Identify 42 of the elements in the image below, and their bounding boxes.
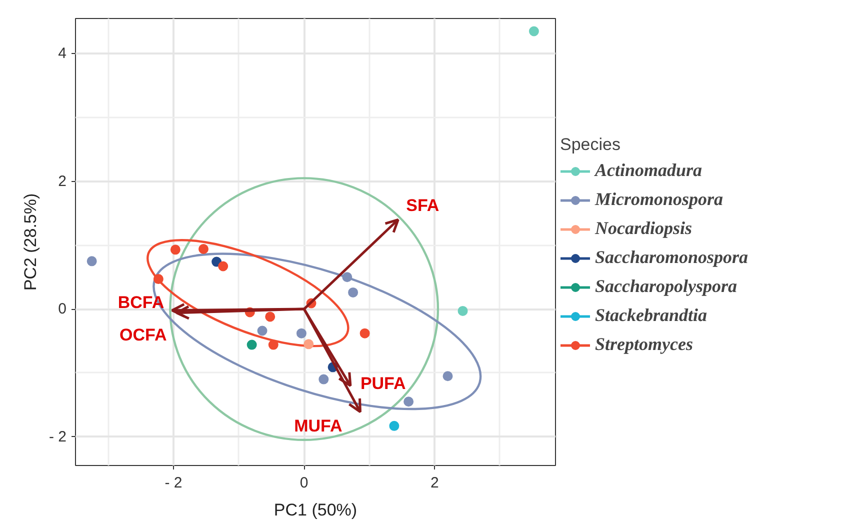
legend-label: Micromonospora [595, 189, 724, 210]
point [348, 287, 358, 298]
legend-label: Saccharomonospora [595, 247, 748, 268]
point [360, 328, 370, 338]
point [528, 26, 539, 36]
legend-label: Saccharopolyspora [595, 276, 738, 297]
legend-label: Nocardiopsis [595, 218, 692, 239]
point [304, 339, 314, 350]
y-axis-title: PC2 (28.5%) [20, 193, 40, 291]
x-tick-label: - 2 [164, 474, 182, 492]
point [153, 274, 164, 284]
point [458, 306, 468, 316]
point [170, 244, 180, 255]
point [257, 326, 268, 336]
point [268, 340, 278, 350]
point [296, 328, 306, 338]
point [404, 396, 414, 407]
point [198, 244, 208, 254]
annotation: BCFA [118, 292, 164, 312]
annotation: OCFA [120, 325, 167, 344]
legend-label: Streptomyces [595, 334, 693, 355]
point [265, 312, 276, 322]
y-tick-label: - 2 [48, 428, 67, 446]
y-tick-label: 2 [58, 172, 66, 190]
x-tick-label: 0 [300, 474, 308, 492]
point [342, 272, 352, 282]
x-tick-label: 2 [430, 474, 439, 492]
legend-label: Stackebrandtia [595, 305, 708, 326]
point [86, 256, 97, 266]
y-tick-label: 0 [58, 300, 66, 318]
legend-label: Actinomadura [595, 160, 702, 181]
legend-title: Species [560, 135, 622, 155]
annotation: MUFA [294, 416, 342, 436]
annotation: PUFA [360, 374, 406, 394]
x-axis-title: PC1 (50%) [274, 500, 358, 520]
point [389, 420, 400, 431]
point [318, 374, 329, 384]
y-tick-label: 4 [58, 45, 66, 62]
point [442, 371, 453, 382]
point [218, 261, 228, 272]
annotation: SFA [406, 196, 440, 216]
point [246, 340, 257, 350]
